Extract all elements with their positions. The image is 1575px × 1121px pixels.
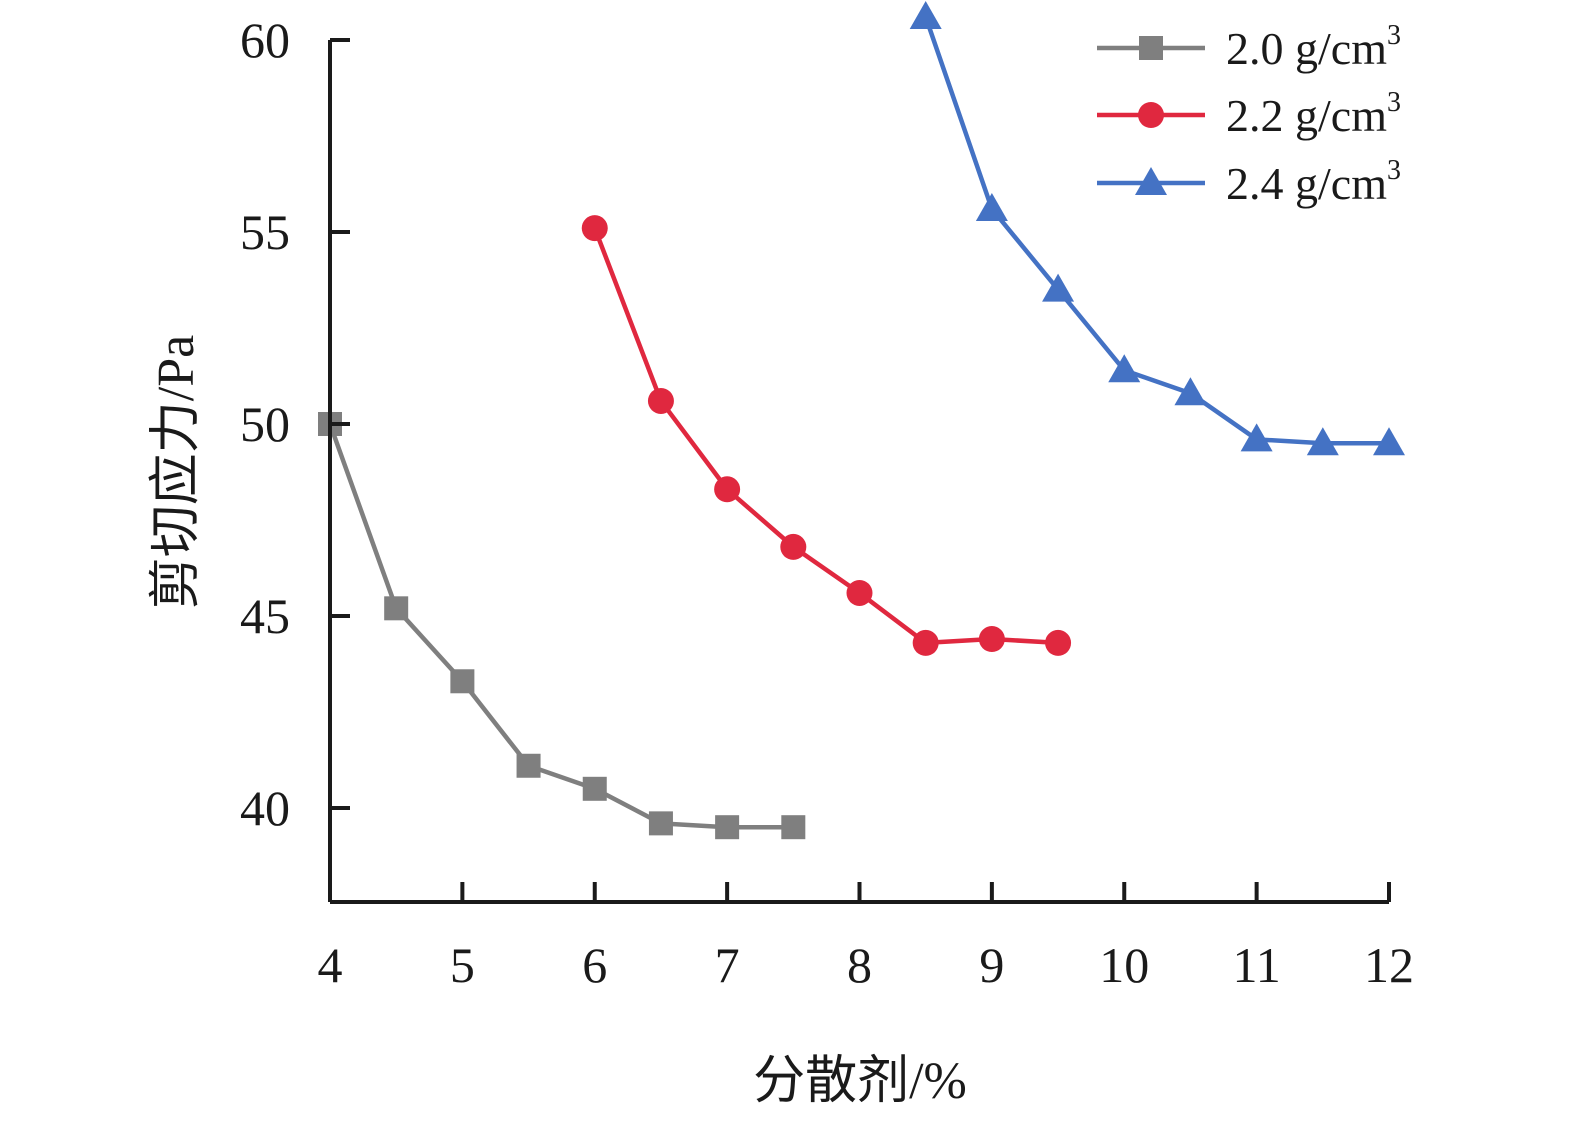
data-point <box>581 215 608 242</box>
data-point <box>1240 423 1273 452</box>
data-point <box>780 533 807 560</box>
legend-marker <box>1139 36 1163 60</box>
data-point <box>846 579 873 606</box>
x-tick-label: 6 <box>582 937 607 993</box>
data-point <box>1174 377 1207 406</box>
y-tick-label: 50 <box>240 396 290 452</box>
y-axis-title: 剪切应力/Pa <box>148 335 205 609</box>
legend-item-3: 2.4 g/cm3 <box>1097 155 1401 209</box>
data-point <box>714 476 741 503</box>
series-1 <box>318 412 806 840</box>
legend: 2.0 g/cm3 2.2 g/cm3 2.4 g/cm3 <box>1097 20 1401 209</box>
data-point <box>715 815 740 840</box>
data-point <box>582 776 607 801</box>
legend-label: 2.0 g/cm3 <box>1226 20 1401 74</box>
y-tick-label: 60 <box>240 12 290 68</box>
y-tick-label: 45 <box>240 588 290 644</box>
x-tick-label: 11 <box>1233 937 1281 993</box>
x-tick-label: 5 <box>450 937 475 993</box>
x-tick-label: 9 <box>979 937 1004 993</box>
data-point <box>909 0 942 29</box>
legend-label: 2.4 g/cm3 <box>1226 155 1401 209</box>
data-point <box>978 626 1005 653</box>
series-3 <box>909 0 1405 456</box>
legend-item-2: 2.2 g/cm3 <box>1097 87 1401 141</box>
data-point <box>516 753 541 778</box>
x-tick-label: 7 <box>715 937 740 993</box>
x-axis-title: 分散剂/% <box>753 1053 967 1110</box>
legend-label: 2.2 g/cm3 <box>1226 87 1401 141</box>
data-point <box>648 811 673 836</box>
legend-item-1: 2.0 g/cm3 <box>1097 20 1401 74</box>
y-tick-label: 55 <box>240 204 290 260</box>
data-point <box>1045 629 1072 656</box>
data-point <box>1306 427 1339 456</box>
data-point <box>647 387 674 414</box>
data-point <box>384 596 409 621</box>
x-tick-label: 8 <box>847 937 872 993</box>
series-2 <box>581 215 1072 656</box>
data-point <box>1042 273 1075 302</box>
data-point <box>912 629 939 656</box>
series-line <box>923 16 1389 446</box>
y-tick-label: 40 <box>240 780 290 836</box>
x-tick-label: 12 <box>1364 937 1414 993</box>
data-point <box>450 669 475 694</box>
legend-marker <box>1135 167 1167 195</box>
series-line <box>592 227 1059 646</box>
data-point <box>975 192 1008 221</box>
plot-area <box>318 0 1405 840</box>
x-tick-label: 4 <box>318 937 343 993</box>
legend-marker <box>1138 102 1164 128</box>
data-point <box>781 815 806 840</box>
data-point <box>1108 354 1141 383</box>
data-point <box>1373 427 1405 456</box>
x-tick-label: 10 <box>1099 937 1149 993</box>
